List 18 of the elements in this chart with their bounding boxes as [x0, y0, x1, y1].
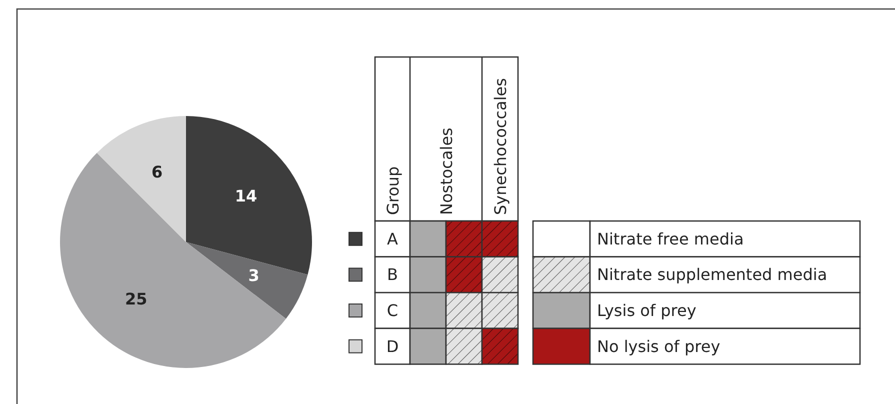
text: Nitrate supplemented media — [597, 265, 828, 284]
legend-label: A — [387, 229, 398, 248]
text: Synechococcales — [491, 78, 510, 215]
text: Group — [384, 166, 402, 215]
legend-label: D — [386, 336, 399, 356]
text: Lysis of prey — [597, 301, 696, 320]
pie-slice — [60, 152, 286, 368]
legend-label: B — [387, 265, 398, 284]
data-label: 3 — [248, 266, 260, 285]
text: No lysis of prey — [597, 336, 720, 356]
text: Nitrate free media — [597, 229, 744, 248]
pie-slice — [186, 242, 308, 319]
pie-slice — [96, 116, 186, 242]
data-label: 14 — [234, 186, 258, 206]
data-label: 6 — [152, 162, 163, 182]
text: Nostocales — [437, 128, 456, 215]
data-label: 25 — [125, 289, 148, 308]
legend-label: C — [386, 301, 398, 320]
